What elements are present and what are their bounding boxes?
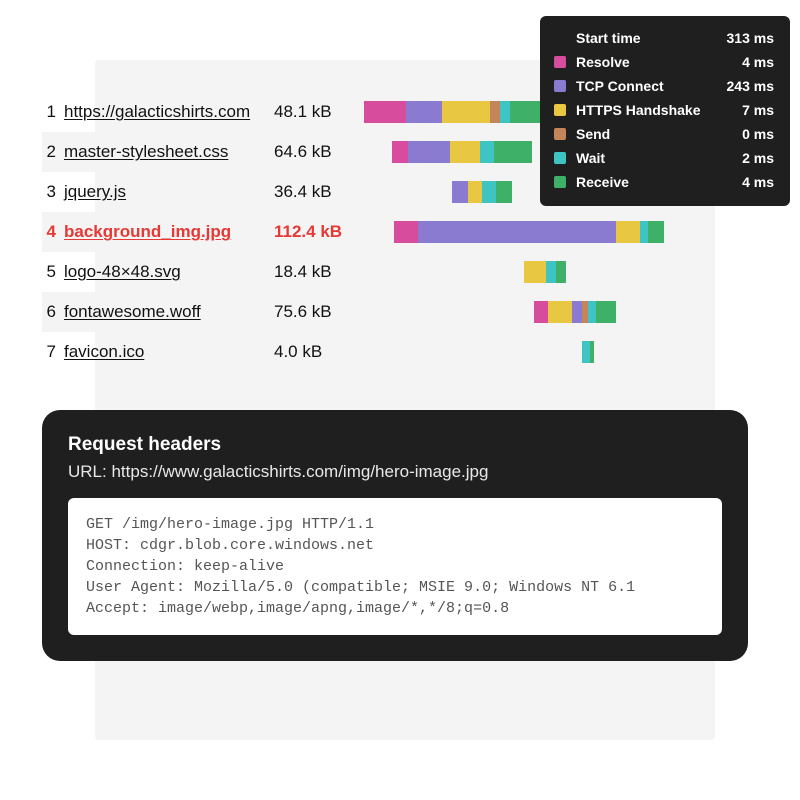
timing-segment-receive	[590, 341, 594, 363]
timing-bar	[452, 181, 512, 203]
row-index: 4	[42, 222, 64, 242]
legend-item: TCP Connect243 ms	[554, 74, 774, 98]
row-filename[interactable]: master-stylesheet.css	[64, 142, 274, 162]
timing-segment-https	[548, 301, 572, 323]
timing-segment-wait	[588, 301, 596, 323]
legend-swatch	[554, 176, 566, 188]
timing-segment-wait	[640, 221, 648, 243]
legend-label: TCP Connect	[576, 78, 727, 94]
timing-bar-container	[364, 301, 708, 323]
legend-item: Receive4 ms	[554, 170, 774, 194]
row-index: 5	[42, 262, 64, 282]
legend-value: 0 ms	[742, 126, 774, 142]
row-filename[interactable]: background_img.jpg	[64, 222, 274, 242]
timing-segment-receive	[496, 181, 512, 203]
timing-segment-resolve	[394, 221, 418, 243]
legend-value: 2 ms	[742, 150, 774, 166]
row-size: 64.6 kB	[274, 142, 364, 162]
row-index: 1	[42, 102, 64, 122]
waterfall-row[interactable]: 6fontawesome.woff75.6 kB	[42, 292, 708, 332]
row-size: 36.4 kB	[274, 182, 364, 202]
headers-title: Request headers	[68, 434, 722, 456]
legend-item: Resolve4 ms	[554, 50, 774, 74]
waterfall-row[interactable]: 7favicon.ico4.0 kB	[42, 332, 708, 372]
row-index: 7	[42, 342, 64, 362]
row-filename[interactable]: jquery.js	[64, 182, 274, 202]
legend-value: 243 ms	[727, 78, 774, 94]
timing-segment-tcp	[572, 301, 582, 323]
timing-bar-container	[364, 261, 708, 283]
timing-segment-receive	[648, 221, 664, 243]
timing-legend: Start time313 msResolve4 msTCP Connect24…	[540, 16, 790, 206]
timing-segment-tcp	[418, 221, 616, 243]
row-size: 4.0 kB	[274, 342, 364, 362]
timing-segment-wait	[482, 181, 496, 203]
timing-segment-https	[450, 141, 480, 163]
legend-swatch	[554, 104, 566, 116]
timing-segment-wait	[582, 341, 590, 363]
timing-segment-wait	[480, 141, 494, 163]
timing-segment-https	[524, 261, 546, 283]
timing-bar	[524, 261, 566, 283]
legend-swatch	[554, 152, 566, 164]
row-filename[interactable]: fontawesome.woff	[64, 302, 274, 322]
legend-swatch	[554, 80, 566, 92]
row-filename[interactable]: https://galacticshirts.com	[64, 102, 274, 122]
timing-segment-send	[490, 101, 500, 123]
request-headers-panel: Request headers URL: https://www.galacti…	[42, 410, 748, 661]
legend-swatch	[554, 56, 566, 68]
timing-segment-receive	[596, 301, 616, 323]
row-index: 2	[42, 142, 64, 162]
legend-start-time: Start time313 ms	[554, 26, 774, 50]
waterfall-row[interactable]: 5logo-48×48.svg18.4 kB	[42, 252, 708, 292]
timing-bar	[534, 301, 616, 323]
legend-item: HTTPS Handshake7 ms	[554, 98, 774, 122]
timing-bar-container	[364, 221, 708, 243]
timing-segment-https	[442, 101, 490, 123]
row-filename[interactable]: logo-48×48.svg	[64, 262, 274, 282]
timing-bar	[582, 341, 594, 363]
timing-bar	[364, 101, 554, 123]
legend-label: Wait	[576, 150, 742, 166]
timing-segment-receive	[556, 261, 566, 283]
timing-segment-https	[616, 221, 640, 243]
timing-segment-wait	[500, 101, 510, 123]
legend-value: 4 ms	[742, 174, 774, 190]
timing-segment-resolve	[364, 101, 406, 123]
row-index: 3	[42, 182, 64, 202]
legend-label: Receive	[576, 174, 742, 190]
headers-url: URL: https://www.galacticshirts.com/img/…	[68, 462, 722, 482]
legend-label: Send	[576, 126, 742, 142]
waterfall-row[interactable]: 4background_img.jpg112.4 kB	[42, 212, 708, 252]
row-size: 48.1 kB	[274, 102, 364, 122]
headers-raw: GET /img/hero-image.jpg HTTP/1.1 HOST: c…	[68, 498, 722, 635]
legend-item: Send0 ms	[554, 122, 774, 146]
row-index: 6	[42, 302, 64, 322]
legend-item: Wait2 ms	[554, 146, 774, 170]
row-size: 75.6 kB	[274, 302, 364, 322]
timing-segment-resolve	[534, 301, 548, 323]
timing-segment-tcp	[406, 101, 442, 123]
legend-value: 4 ms	[742, 54, 774, 70]
legend-swatch	[554, 128, 566, 140]
timing-bar	[392, 141, 532, 163]
timing-segment-tcp	[408, 141, 450, 163]
row-size: 112.4 kB	[274, 222, 364, 242]
legend-value: 7 ms	[742, 102, 774, 118]
row-size: 18.4 kB	[274, 262, 364, 282]
timing-segment-tcp	[452, 181, 468, 203]
timing-segment-wait	[546, 261, 556, 283]
legend-label: HTTPS Handshake	[576, 102, 742, 118]
timing-bar-container	[364, 341, 708, 363]
timing-segment-resolve	[392, 141, 408, 163]
timing-segment-https	[468, 181, 482, 203]
legend-label: Resolve	[576, 54, 742, 70]
timing-bar	[394, 221, 664, 243]
row-filename[interactable]: favicon.ico	[64, 342, 274, 362]
timing-segment-receive	[494, 141, 532, 163]
